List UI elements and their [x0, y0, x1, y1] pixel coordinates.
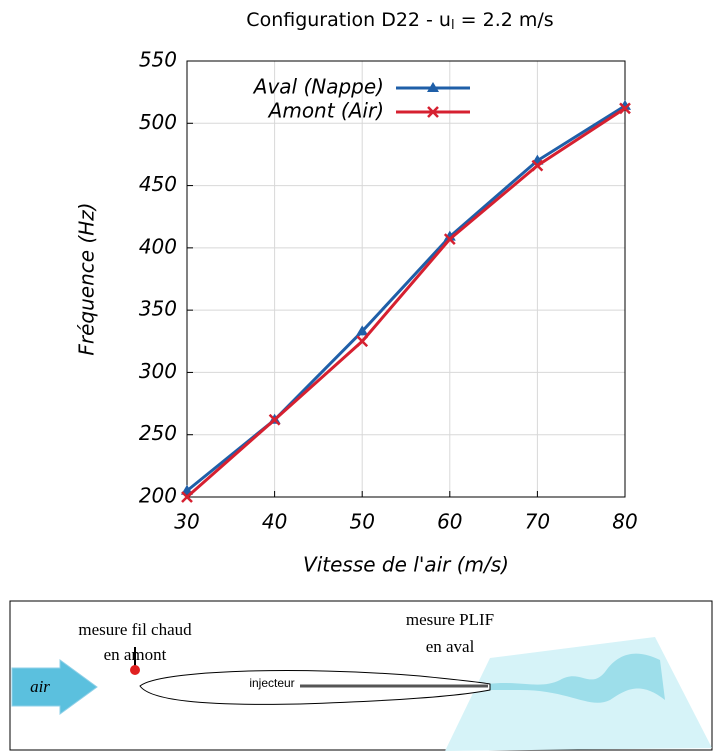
- title-part: Configuration D22 - u: [246, 9, 451, 31]
- y-tick-label: 350: [139, 297, 177, 321]
- x-tick-label: 80: [612, 510, 637, 534]
- marker: [181, 491, 193, 503]
- y-tick-label: 400: [139, 234, 177, 258]
- marker: [268, 413, 281, 426]
- series-line: [186, 107, 626, 499]
- x-tick-label: 30: [174, 510, 199, 534]
- x-axis-label: Vitesse de l'air (m/s): [303, 553, 509, 577]
- y-tick-label: 250: [139, 421, 177, 445]
- series-line: [186, 104, 626, 492]
- y-tick-label: 200: [139, 484, 177, 508]
- diagram: air injecteur mesure fil chaud en amont …: [9, 600, 713, 751]
- air-label: air: [30, 677, 50, 696]
- legend-marker: [427, 82, 439, 92]
- plot-border: [186, 60, 626, 498]
- title-part: = 2.2 m/s: [455, 9, 554, 31]
- marker: [356, 325, 369, 336]
- air-arrow: [11, 659, 98, 715]
- x-tick-label: 50: [349, 510, 374, 534]
- y-tick-label: 450: [139, 172, 177, 196]
- marker: [619, 99, 631, 110]
- legend-label: Amont (Air): [267, 99, 384, 123]
- liquid-sheet: [488, 653, 665, 703]
- legend-label: Aval (Nappe): [252, 75, 384, 99]
- y-tick-label: 550: [139, 48, 177, 72]
- x-tick-label: 70: [525, 510, 550, 534]
- legend-marker: [427, 106, 439, 118]
- x-tick-label: 60: [437, 510, 462, 534]
- marker: [531, 159, 544, 172]
- y-tick-label: 300: [139, 359, 177, 383]
- probe-label: mesure fil chaud: [78, 620, 192, 639]
- marker: [356, 335, 369, 348]
- plif-label: en aval: [426, 637, 475, 656]
- plot-area: 200 250 300 350 400 450 500 550 30 40 50 60 70 80 Aval…: [139, 48, 638, 534]
- probe-label: en amont: [104, 645, 167, 664]
- injector-label: injecteur: [249, 676, 294, 690]
- plif-label: mesure PLIF: [406, 610, 494, 629]
- title-subscript: l: [451, 18, 455, 33]
- x-tick-label: 40: [262, 510, 287, 534]
- y-axis-label: Fréquence (Hz): [75, 202, 99, 355]
- chart-title: Configuration D22 - ul = 2.2 m/s: [246, 9, 553, 33]
- diagram-frame: [9, 600, 713, 751]
- marker: [619, 102, 631, 115]
- y-tick-label: 500: [139, 110, 177, 134]
- probe: [130, 665, 140, 675]
- marker: [443, 233, 456, 246]
